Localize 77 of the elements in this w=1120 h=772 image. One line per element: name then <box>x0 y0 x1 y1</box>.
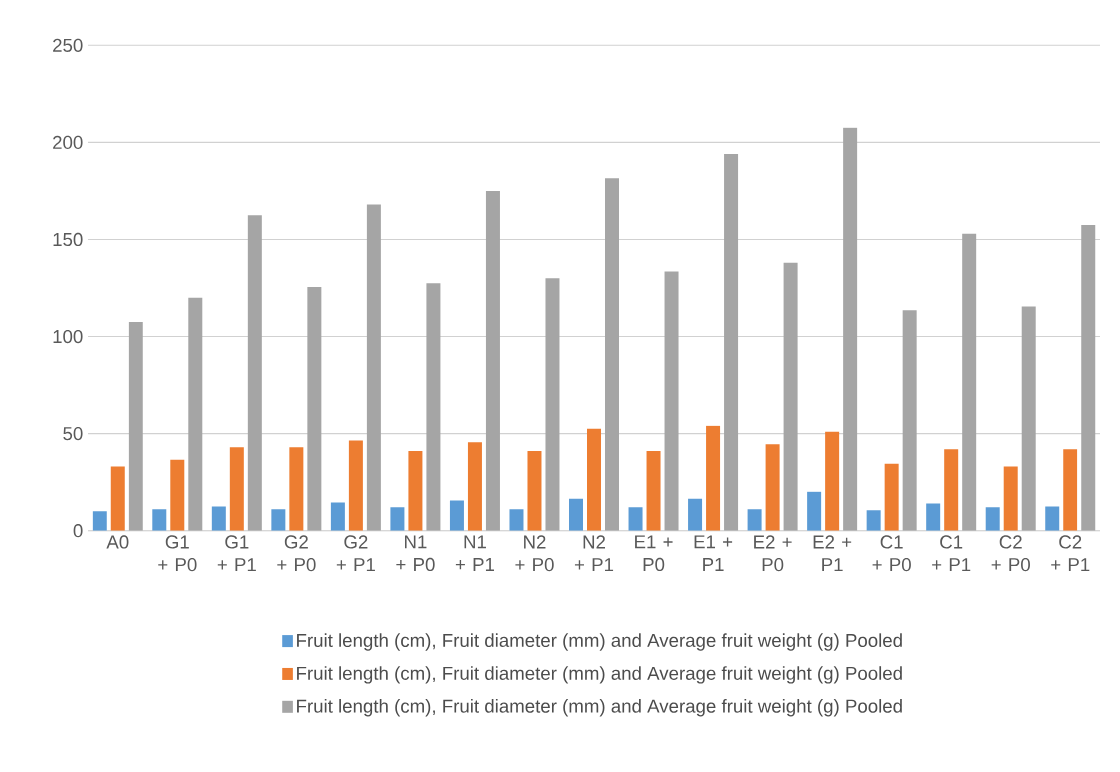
legend-label: Fruit length (cm), Fruit diameter (mm) and Average fruit weight (g) Pooled <box>297 666 902 684</box>
x-tick-label: E2 + P0 <box>754 535 792 572</box>
y-tick-label: 50 <box>63 426 83 441</box>
bar <box>545 278 560 531</box>
bar <box>926 503 941 531</box>
x-tick-label: A0 <box>106 535 129 549</box>
bar <box>688 498 703 531</box>
bar <box>289 447 304 531</box>
bar <box>884 463 899 531</box>
x-tick-label: G1 + P0 <box>158 535 197 572</box>
bar <box>1081 224 1096 531</box>
bar <box>408 451 423 531</box>
bar <box>902 310 917 531</box>
y-tick-label: 200 <box>53 135 83 150</box>
x-tick-label: G1 + P1 <box>217 535 256 572</box>
x-tick-label: C2 + P1 <box>1051 535 1090 572</box>
bar <box>724 154 739 531</box>
bar <box>706 425 721 531</box>
bar <box>92 511 107 531</box>
bar <box>152 509 167 531</box>
bar <box>527 451 542 531</box>
bar <box>509 509 524 531</box>
bar <box>426 283 441 531</box>
x-tick-label: E1 + P0 <box>635 535 673 572</box>
y-tick-label: 0 <box>73 524 83 538</box>
bar <box>944 449 959 531</box>
bar <box>330 502 345 531</box>
x-tick-label: C1 + P1 <box>932 535 971 572</box>
x-tick-label: G2 + P1 <box>336 535 375 572</box>
x-tick-label: E2 + P1 <box>813 535 852 572</box>
y-tick-label: 150 <box>53 232 83 247</box>
bar <box>807 491 822 531</box>
bar <box>747 509 762 531</box>
bar <box>307 287 322 531</box>
bar <box>825 431 840 531</box>
bar <box>587 428 602 531</box>
bar <box>188 297 203 531</box>
bar <box>485 190 500 531</box>
y-tick-label: 100 <box>53 329 83 344</box>
bar <box>1045 506 1060 531</box>
bar <box>1063 449 1078 531</box>
bar <box>843 127 858 531</box>
bar <box>211 506 226 531</box>
legend-label: Fruit length (cm), Fruit diameter (mm) and Average fruit weight (g) Pooled <box>297 633 902 651</box>
bar <box>866 510 881 531</box>
bar <box>128 321 143 531</box>
bar <box>449 500 464 531</box>
bar <box>962 233 977 531</box>
bar <box>664 271 679 531</box>
bar <box>1003 466 1018 531</box>
x-tick-label: C2 + P0 <box>991 535 1030 572</box>
bar <box>467 442 482 531</box>
x-tick-label: C1 + P0 <box>872 535 911 572</box>
legend-label: Fruit length (cm), Fruit diameter (mm) and Average fruit weight (g) Pooled <box>297 699 902 717</box>
bar <box>390 507 405 531</box>
bar <box>271 509 286 531</box>
bar <box>783 262 798 531</box>
bar <box>366 204 381 531</box>
bar <box>1021 306 1036 531</box>
bar <box>985 507 1000 531</box>
x-tick-label: N2 + P0 <box>515 535 554 572</box>
y-tick-label: 250 <box>53 38 83 52</box>
bar <box>765 444 780 531</box>
x-tick-label: E1 + P1 <box>694 535 733 571</box>
bar <box>229 447 244 531</box>
bar <box>646 451 661 531</box>
bar <box>348 440 363 531</box>
x-tick-label: N1 + P1 <box>455 535 495 571</box>
bar <box>605 178 620 531</box>
bar <box>110 466 125 531</box>
bar <box>628 507 643 531</box>
x-tick-label: N1 + P0 <box>396 535 435 572</box>
bar <box>569 498 584 531</box>
x-tick-label: G2 + P0 <box>277 535 316 572</box>
bar <box>170 459 185 531</box>
x-tick-label: N2 + P1 <box>574 535 614 572</box>
bar <box>247 215 262 531</box>
